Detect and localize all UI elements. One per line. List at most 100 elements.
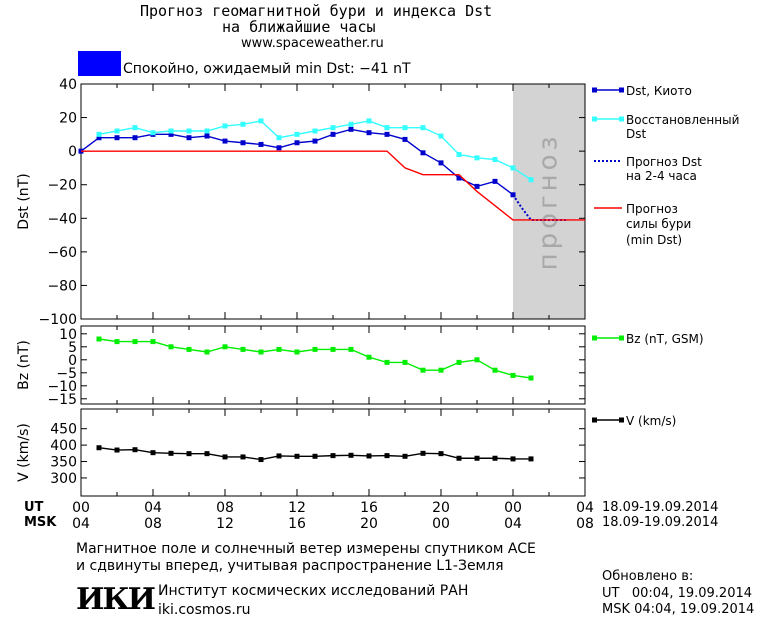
data-point	[402, 359, 408, 365]
data-point	[384, 125, 390, 131]
data-point	[294, 453, 300, 459]
data-point	[384, 453, 390, 459]
y-tick-label: 40	[59, 77, 77, 93]
legend-marker	[592, 417, 597, 423]
data-point	[204, 349, 210, 355]
data-point	[366, 453, 372, 459]
updated-msk: MSK 04:04, 19.09.2014	[602, 602, 755, 617]
data-point	[96, 445, 102, 451]
data-point	[294, 131, 300, 137]
institute-site[interactable]: iki.cosmos.ru	[158, 602, 251, 618]
data-point	[114, 128, 120, 134]
institute-name: Институт космических исследований РАН	[158, 583, 469, 599]
y-axis-label: Dst (nT)	[16, 173, 32, 229]
data-point	[312, 453, 318, 459]
note-line-2: и сдвинуты вперед, учитывая распростране…	[76, 558, 504, 574]
data-point	[510, 165, 516, 171]
iki-logo: ИКИ	[76, 582, 156, 617]
data-point	[330, 346, 336, 352]
legend-marker	[619, 116, 624, 122]
data-point	[456, 175, 462, 181]
y-tick-label: 10	[59, 327, 77, 343]
data-point	[132, 135, 138, 141]
status-text: Спокойно, ожидаемый min Dst: −41 nT	[123, 61, 411, 77]
legend-storm-l3: (min Dst)	[626, 233, 683, 247]
data-point	[366, 354, 372, 360]
data-point	[474, 455, 480, 461]
legend-v: V (km/s)	[626, 414, 677, 428]
legend-dst-kyoto: Dst, Киото	[626, 84, 692, 98]
data-point	[186, 346, 192, 352]
data-point	[492, 157, 498, 163]
legend-forecast-l2: на 2-4 часа	[626, 169, 697, 183]
data-point	[402, 125, 408, 131]
data-point	[312, 128, 318, 134]
data-point	[384, 131, 390, 137]
forecast-zone	[513, 84, 585, 319]
legend-marker	[592, 87, 597, 93]
data-point	[420, 450, 426, 456]
y-tick-label: −40	[47, 211, 77, 227]
forecast-label: прогноз	[534, 133, 564, 271]
msk-tick-label: 04	[72, 516, 90, 532]
data-point	[366, 118, 372, 124]
data-point	[330, 453, 336, 459]
ut-tick-label: 00	[504, 500, 522, 516]
ut-axis-label: UT	[24, 500, 44, 515]
series-line	[80, 128, 514, 196]
msk-tick-label: 04	[504, 516, 522, 532]
ut-tick-label: 00	[72, 500, 90, 516]
data-point	[222, 454, 228, 460]
data-point	[456, 455, 462, 461]
legend-storm-l1: Прогноз	[626, 202, 678, 216]
data-point	[132, 125, 138, 131]
data-point	[150, 130, 156, 136]
y-tick-label: 450	[50, 422, 77, 438]
data-point	[312, 138, 318, 144]
data-point	[474, 357, 480, 363]
legend-marker	[619, 417, 624, 423]
data-point	[276, 145, 282, 151]
data-point	[96, 131, 102, 137]
data-point	[456, 359, 462, 365]
data-point	[222, 138, 228, 144]
y-tick-label: 0	[68, 353, 77, 369]
data-point	[240, 454, 246, 460]
data-point	[366, 130, 372, 136]
data-point	[294, 140, 300, 146]
data-point	[474, 155, 480, 161]
data-point	[258, 141, 264, 147]
msk-tick-label: 08	[144, 516, 162, 532]
data-point	[222, 123, 228, 129]
data-point	[330, 131, 336, 137]
data-point	[312, 346, 318, 352]
y-tick-label: −5	[56, 366, 77, 382]
site-url[interactable]: www.spaceweather.ru	[241, 36, 384, 51]
data-point	[168, 344, 174, 350]
data-point	[150, 339, 156, 345]
data-point	[258, 457, 264, 463]
data-point	[276, 346, 282, 352]
data-point	[168, 450, 174, 456]
ut-tick-label: 12	[288, 500, 306, 516]
y-tick-label: −100	[39, 312, 77, 328]
data-point	[132, 447, 138, 453]
y-tick-label: −15	[47, 392, 77, 408]
y-tick-label: −10	[47, 379, 77, 395]
note-line-1: Магнитное поле и солнечный ветер измерен…	[76, 541, 536, 557]
y-tick-label: −80	[47, 278, 77, 294]
data-point	[114, 447, 120, 453]
data-point	[438, 367, 444, 373]
msk-tick-label: 20	[360, 516, 378, 532]
y-tick-label: −60	[47, 245, 77, 261]
series-line	[98, 338, 532, 379]
data-point	[258, 118, 264, 124]
data-point	[492, 455, 498, 461]
data-point	[348, 121, 354, 127]
data-point	[150, 450, 156, 456]
legend-bz: Bz (nT, GSM)	[626, 332, 704, 346]
data-point	[528, 456, 534, 462]
legend-marker	[592, 116, 597, 122]
title-line-2: на ближайшие часы	[222, 18, 376, 36]
